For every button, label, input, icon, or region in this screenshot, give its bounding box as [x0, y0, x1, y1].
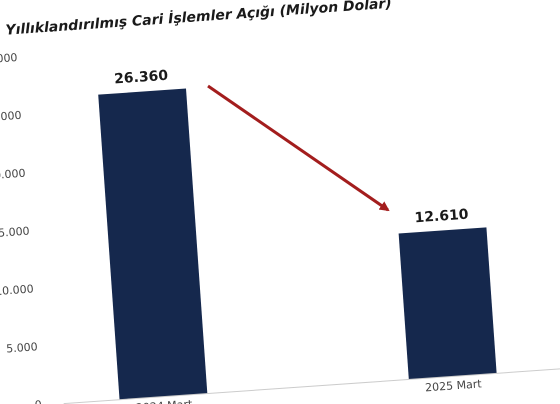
y-tick-label: 25.000	[0, 109, 22, 125]
y-tick-label: 20.000	[0, 167, 26, 183]
bar	[98, 88, 208, 400]
x-tick-label: 2025 Mart	[425, 377, 483, 394]
value-label: 26.360	[114, 68, 169, 88]
y-tick-label: 30.000	[0, 51, 18, 67]
y-tick-label: 15.000	[0, 225, 30, 241]
bar	[398, 227, 497, 380]
value-label: 12.610	[414, 207, 469, 227]
x-axis	[63, 366, 560, 404]
x-tick-label: 2024 Mart	[135, 398, 193, 404]
y-tick-label: 0	[34, 398, 42, 404]
arrow	[207, 84, 390, 212]
y-tick-label: 10.000	[0, 282, 34, 298]
y-tick-label: 5.000	[6, 340, 38, 355]
chart-title: -1: Yıllıklandırılmış Cari İşlemler Açığ…	[0, 0, 392, 41]
